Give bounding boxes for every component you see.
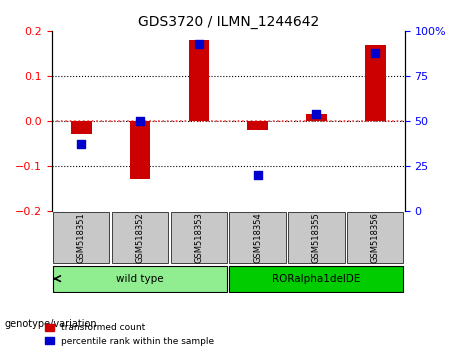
FancyBboxPatch shape: [112, 212, 168, 263]
Text: wild type: wild type: [116, 274, 164, 284]
FancyBboxPatch shape: [171, 212, 227, 263]
Bar: [365, 45, 385, 121]
Text: GSM518356: GSM518356: [371, 212, 380, 263]
Point: [372, 50, 379, 56]
Point: [195, 41, 202, 47]
Point: [254, 172, 261, 178]
FancyBboxPatch shape: [230, 266, 403, 292]
Text: GSM518355: GSM518355: [312, 212, 321, 263]
Bar: [248, 121, 268, 130]
Text: RORalpha1delDE: RORalpha1delDE: [272, 274, 361, 284]
FancyBboxPatch shape: [230, 212, 286, 263]
Bar: [306, 114, 327, 121]
Text: GSM518354: GSM518354: [253, 212, 262, 263]
Point: [313, 111, 320, 117]
Text: GSM518351: GSM518351: [77, 212, 86, 263]
Bar: [130, 121, 150, 179]
Text: GSM518353: GSM518353: [195, 212, 203, 263]
Legend: transformed count, percentile rank within the sample: transformed count, percentile rank withi…: [41, 320, 218, 349]
FancyBboxPatch shape: [347, 212, 403, 263]
Point: [136, 118, 144, 124]
Bar: [71, 121, 92, 135]
FancyBboxPatch shape: [53, 212, 109, 263]
Point: [77, 142, 85, 147]
Title: GDS3720 / ILMN_1244642: GDS3720 / ILMN_1244642: [138, 15, 319, 29]
FancyBboxPatch shape: [288, 212, 345, 263]
Text: GSM518352: GSM518352: [136, 212, 145, 263]
Bar: [189, 40, 209, 121]
Text: genotype/variation: genotype/variation: [5, 319, 97, 329]
FancyBboxPatch shape: [53, 266, 227, 292]
